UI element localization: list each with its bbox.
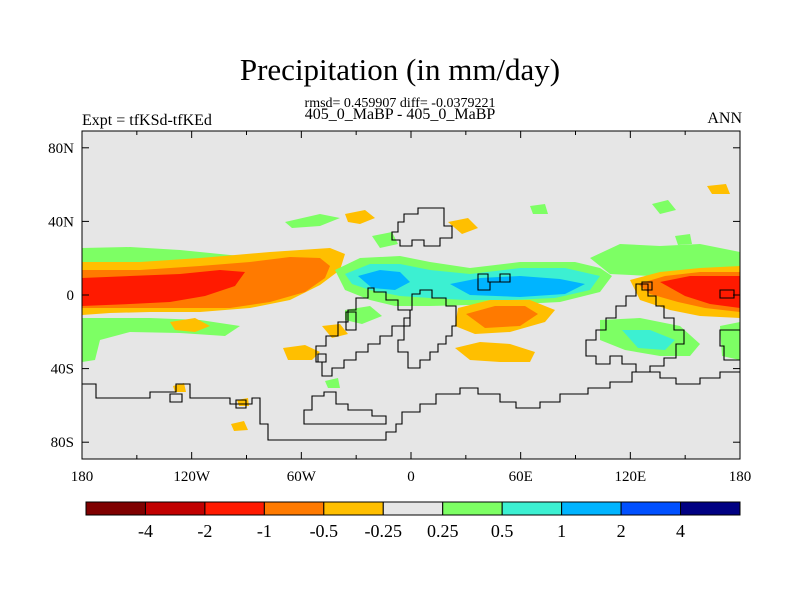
subtitle: 405_0_MaBP - 405_0_MaBP xyxy=(304,106,496,123)
contour-red-west-pacific xyxy=(660,276,740,308)
colorbar-swatch xyxy=(561,501,622,516)
contour-yellow-subtropical-pacific xyxy=(170,318,210,332)
lon-tick-label: 0 xyxy=(407,469,415,485)
contour-green-australia-east xyxy=(720,322,740,360)
lon-tick-label: 60W xyxy=(287,469,317,485)
contour-yellow-sw-indian xyxy=(455,342,535,362)
coast-australia xyxy=(585,283,685,373)
coast-pacific-islands xyxy=(641,281,740,361)
contour-yellow-asia xyxy=(707,184,730,194)
colorbar-swatch xyxy=(263,501,325,516)
colorbar-swatch xyxy=(144,501,206,516)
coast-arabia-asia xyxy=(477,273,511,291)
colorbar-label: 0.5 xyxy=(491,521,514,541)
stats-line: rmsd= 0.459907 diff= -0.0379221 xyxy=(304,96,496,111)
lat-tick-label: 40S xyxy=(51,362,74,378)
colorbar-swatch xyxy=(323,501,384,516)
coast-africa xyxy=(397,289,457,369)
colorbar-swatch xyxy=(382,501,444,516)
season-label: ANN xyxy=(707,110,742,127)
contour-cyan-spcz xyxy=(622,330,675,350)
colorbar-label: -0.5 xyxy=(310,521,339,541)
coastlines xyxy=(82,207,740,441)
coast-south-america xyxy=(315,287,411,377)
colorbar-label: -2 xyxy=(197,521,212,541)
latitude-axis: 80N 40N 0 40S 80S xyxy=(48,141,740,451)
colorbar-label: 1 xyxy=(557,521,566,541)
colorbar-label: 0.25 xyxy=(427,521,459,541)
colorbar-swatch xyxy=(85,501,146,516)
contour-orange-south-atlantic xyxy=(466,306,538,328)
colorbar-swatch xyxy=(620,501,682,516)
lat-tick-label: 0 xyxy=(67,288,75,304)
lat-tick-label: 80N xyxy=(48,141,74,157)
colorbar-swatch xyxy=(501,501,563,516)
colorbar-label: -0.25 xyxy=(365,521,403,541)
contour-yellow-south-pacific-east xyxy=(283,345,320,360)
coast-small-islands xyxy=(169,353,327,409)
map-panel: 80N 40N 0 40S 80S 180 120W 60W 0 60E 120E 180 xyxy=(48,130,752,485)
page-title: Precipitation (in mm/day) xyxy=(239,52,561,87)
contour-yellow-southern-ocean xyxy=(173,383,249,431)
experiment-label: Expt = tfKSd-tfKEd xyxy=(82,112,212,129)
coast-panama xyxy=(345,311,357,331)
colorbar-label: 4 xyxy=(676,521,685,541)
contour-green-southern-ocean xyxy=(325,306,382,388)
lon-tick-label: 60E xyxy=(509,469,533,485)
colorbar-swatch xyxy=(204,501,265,516)
contour-green-asia xyxy=(652,200,692,245)
coast-antarctic-peninsula xyxy=(303,391,387,425)
colorbar: -4 -2 -1 -0.5 -0.25 0.25 0.5 1 2 4 xyxy=(85,501,741,541)
colorbar-label: -1 xyxy=(257,521,272,541)
colorbar-label: -4 xyxy=(138,521,153,541)
colorbar-swatch xyxy=(442,501,503,516)
lon-tick-label: 180 xyxy=(71,469,94,485)
colorbar-label: 2 xyxy=(617,521,626,541)
contour-yellow-north-atlantic xyxy=(345,210,375,224)
contour-green-north-africa xyxy=(530,204,548,214)
contour-blue-tropical-atlantic xyxy=(358,270,585,297)
contour-yellow-africa-north xyxy=(448,218,478,234)
contour-yellow-patagonia xyxy=(322,324,348,338)
coast-antarctica xyxy=(82,371,740,441)
contour-red-pacific-band xyxy=(82,270,245,306)
contour-green-north-pacific xyxy=(285,214,340,228)
lon-tick-label: 180 xyxy=(729,469,752,485)
lat-tick-label: 80S xyxy=(51,435,74,451)
lat-tick-label: 40N xyxy=(48,214,74,230)
lon-tick-label: 120W xyxy=(173,469,211,485)
colorbar-swatch xyxy=(680,501,741,516)
lon-tick-label: 120E xyxy=(614,469,646,485)
longitude-axis: 180 120W 60W 0 60E 120E 180 xyxy=(71,131,752,485)
precip-contour-fields xyxy=(82,184,740,431)
coast-north-africa-europe xyxy=(391,207,453,247)
